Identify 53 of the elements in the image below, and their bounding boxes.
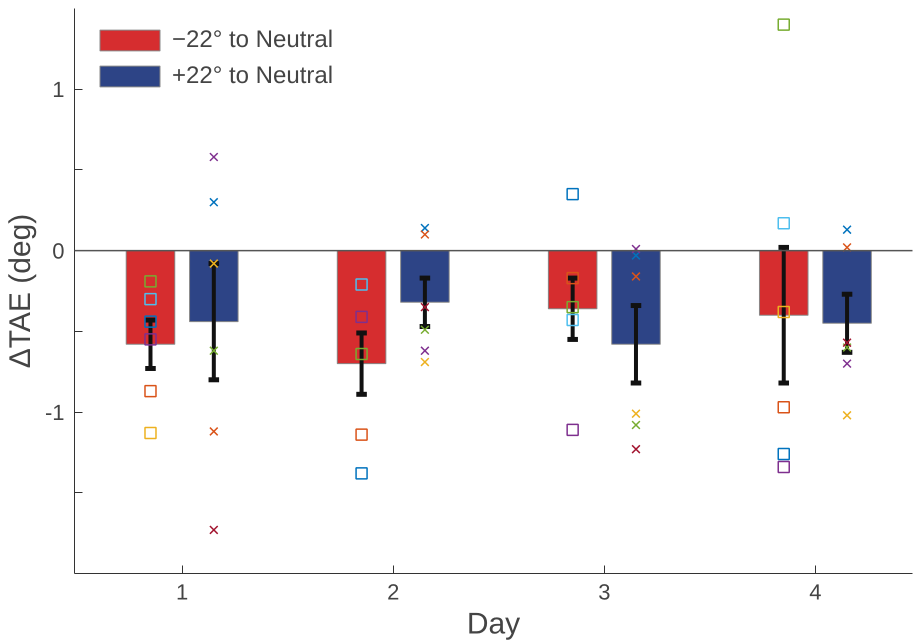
- point: [566, 188, 579, 200]
- point: [144, 426, 157, 440]
- point: [355, 348, 368, 360]
- point: [842, 359, 852, 368]
- y-axis-title: ΔTAE (deg): [4, 214, 37, 368]
- x-tick-label: 3: [598, 580, 610, 604]
- point: [566, 424, 579, 436]
- point: [842, 225, 852, 234]
- point: [631, 420, 641, 430]
- point: [355, 310, 368, 324]
- point: [777, 400, 790, 414]
- x-tick-label: 4: [809, 580, 822, 604]
- point: [566, 314, 579, 326]
- point: [777, 460, 790, 474]
- legend-label: −22° to Neutral: [172, 26, 334, 54]
- point: [144, 292, 157, 306]
- legend-label: +22° to Neutral: [172, 62, 334, 90]
- point: [420, 357, 430, 367]
- point: [777, 216, 790, 230]
- x-tick-label: 1: [176, 580, 188, 604]
- point: [144, 333, 157, 346]
- point: [842, 242, 852, 252]
- point: [777, 306, 790, 318]
- point: [842, 338, 852, 348]
- x-tick-label: 2: [387, 580, 400, 604]
- point: [777, 18, 790, 31]
- point: [420, 230, 430, 240]
- point: [420, 223, 430, 233]
- point: [842, 410, 852, 420]
- y-tick-label: 1: [52, 77, 65, 102]
- point: [355, 428, 368, 441]
- point: [209, 346, 218, 356]
- point: [631, 272, 641, 282]
- point: [420, 346, 430, 356]
- point: [144, 275, 157, 288]
- point: [631, 409, 641, 418]
- y-tick-label: -1: [44, 400, 64, 426]
- point: [566, 300, 579, 314]
- y-tick-label: 0: [52, 238, 65, 264]
- point: [355, 278, 368, 291]
- point: [631, 444, 641, 454]
- point: [209, 198, 218, 207]
- x-axis-title: Day: [466, 608, 520, 640]
- point: [420, 302, 430, 312]
- point: [209, 426, 218, 436]
- point: [209, 525, 218, 535]
- point: [209, 152, 218, 162]
- point: [355, 467, 368, 480]
- point: [777, 448, 790, 460]
- point: [842, 342, 852, 352]
- point: [144, 384, 157, 398]
- point: [631, 244, 641, 254]
- point: [631, 250, 641, 260]
